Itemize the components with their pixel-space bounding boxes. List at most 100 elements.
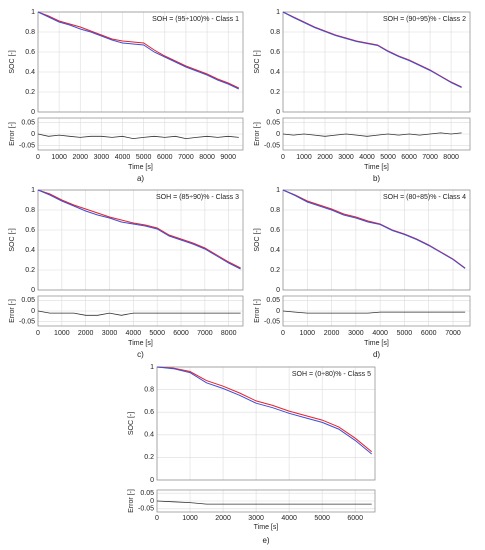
plot-frame (37, 189, 244, 291)
y-tick-label: 0 (276, 308, 280, 315)
x-tick-label: 1000 (182, 515, 198, 522)
y-tick-label: 0 (276, 109, 280, 116)
y-tick-label: 0.8 (270, 29, 280, 36)
y-tick-label: 1 (31, 187, 35, 194)
soc-line (282, 189, 466, 269)
y-tick-label: 0.8 (25, 29, 35, 36)
x-tick-label: 6000 (173, 330, 189, 337)
x-tick-label: 3000 (348, 330, 364, 337)
y-tick-label: 0.05 (21, 119, 35, 126)
x-tick-label: 5000 (380, 154, 396, 161)
x-tick-label: 8000 (221, 330, 237, 337)
x-tick-label: 2000 (72, 154, 88, 161)
x-tick-label: 2000 (324, 330, 340, 337)
y-axis-label: SOC [-] (254, 50, 261, 73)
x-tick-label: 8000 (443, 154, 459, 161)
panel-title: SOH = (85÷90)% - Class 3 (156, 194, 239, 201)
y-tick-label: 0.8 (144, 386, 154, 393)
y-tick-label: -0.05 (19, 319, 35, 326)
x-tick-label: 0 (36, 154, 40, 161)
y-tick-label: 1 (276, 9, 280, 16)
x-tick-label: 0 (281, 154, 285, 161)
y-tick-label: 0.4 (144, 432, 154, 439)
x-tick-label: 1000 (54, 330, 70, 337)
y-tick-label: 0.4 (25, 247, 35, 254)
y-tick-label: 0.8 (25, 207, 35, 214)
x-tick-label: 5000 (397, 330, 413, 337)
y-tick-label: 0.05 (266, 119, 280, 126)
x-tick-label: 1000 (299, 330, 315, 337)
y-tick-label: 0 (150, 477, 154, 484)
y-tick-label: -0.05 (264, 319, 280, 326)
soc-line (282, 11, 462, 88)
y-tick-label: 0.05 (21, 297, 35, 304)
plot-frame (282, 11, 471, 113)
soc-line (282, 11, 462, 88)
x-tick-label: 7000 (445, 330, 461, 337)
plot-frame (156, 366, 376, 481)
y-tick-label: 0 (150, 498, 154, 505)
y-tick-label: 0.4 (270, 247, 280, 254)
panel-label: e) (262, 536, 269, 545)
x-tick-label: 3000 (94, 154, 110, 161)
x-tick-label: 8000 (199, 154, 215, 161)
error-line (282, 310, 466, 314)
y-tick-label: 0.2 (25, 89, 35, 96)
error-line (282, 132, 462, 137)
y-axis-label: Error [-] (9, 299, 16, 323)
y-tick-label: 0.6 (144, 409, 154, 416)
y-tick-label: 0.6 (270, 227, 280, 234)
y-tick-label: 0.8 (270, 207, 280, 214)
x-tick-label: 5000 (149, 330, 165, 337)
x-tick-label: 4000 (359, 154, 375, 161)
soc-line (37, 189, 241, 270)
x-tick-label: 7000 (178, 154, 194, 161)
x-tick-label: 4000 (115, 154, 131, 161)
panel-title: SOH = (95÷100)% - Class 1 (152, 16, 239, 23)
y-tick-label: -0.05 (19, 142, 35, 149)
y-tick-label: 0 (31, 308, 35, 315)
x-tick-label: 3000 (338, 154, 354, 161)
soc-line (37, 189, 241, 269)
error-line (37, 133, 239, 140)
y-tick-label: 0 (31, 287, 35, 294)
y-axis-label: SOC [-] (9, 228, 16, 251)
x-axis-label: Time [s] (364, 340, 389, 347)
soc-line (156, 366, 373, 453)
x-tick-label: 1000 (51, 154, 67, 161)
y-tick-label: 0 (31, 109, 35, 116)
y-axis-label: Error [-] (254, 299, 261, 323)
x-tick-label: 0 (281, 330, 285, 337)
x-tick-label: 1000 (296, 154, 312, 161)
x-tick-label: 0 (155, 515, 159, 522)
panel-title: SOH = (0÷80)% - Class 5 (292, 371, 371, 378)
y-tick-label: 1 (150, 364, 154, 371)
x-axis-label: Time [s] (128, 164, 153, 171)
y-tick-label: 0.05 (266, 297, 280, 304)
y-tick-label: 1 (276, 187, 280, 194)
y-tick-label: 0 (276, 131, 280, 138)
x-axis-label: Time [s] (128, 340, 153, 347)
x-tick-label: 2000 (215, 515, 231, 522)
y-tick-label: 0 (276, 287, 280, 294)
x-tick-label: 6000 (401, 154, 417, 161)
y-tick-label: -0.05 (264, 142, 280, 149)
y-tick-label: -0.05 (138, 506, 154, 513)
soc-line (37, 11, 240, 90)
y-axis-label: Error [-] (128, 489, 135, 513)
panel-label: c) (137, 350, 144, 359)
y-tick-label: 0.05 (140, 490, 154, 497)
panel-label: d) (373, 350, 380, 359)
panel-label: b) (373, 174, 380, 183)
y-tick-label: 0.2 (144, 454, 154, 461)
x-tick-label: 4000 (126, 330, 142, 337)
y-tick-label: 1 (31, 9, 35, 16)
y-tick-label: 0.2 (25, 267, 35, 274)
x-tick-label: 3000 (248, 515, 264, 522)
y-tick-label: 0.6 (270, 49, 280, 56)
panel-label: a) (137, 174, 144, 183)
panel-title: SOH = (80÷85)% - Class 4 (383, 194, 466, 201)
x-tick-label: 2000 (317, 154, 333, 161)
x-tick-label: 6000 (421, 330, 437, 337)
